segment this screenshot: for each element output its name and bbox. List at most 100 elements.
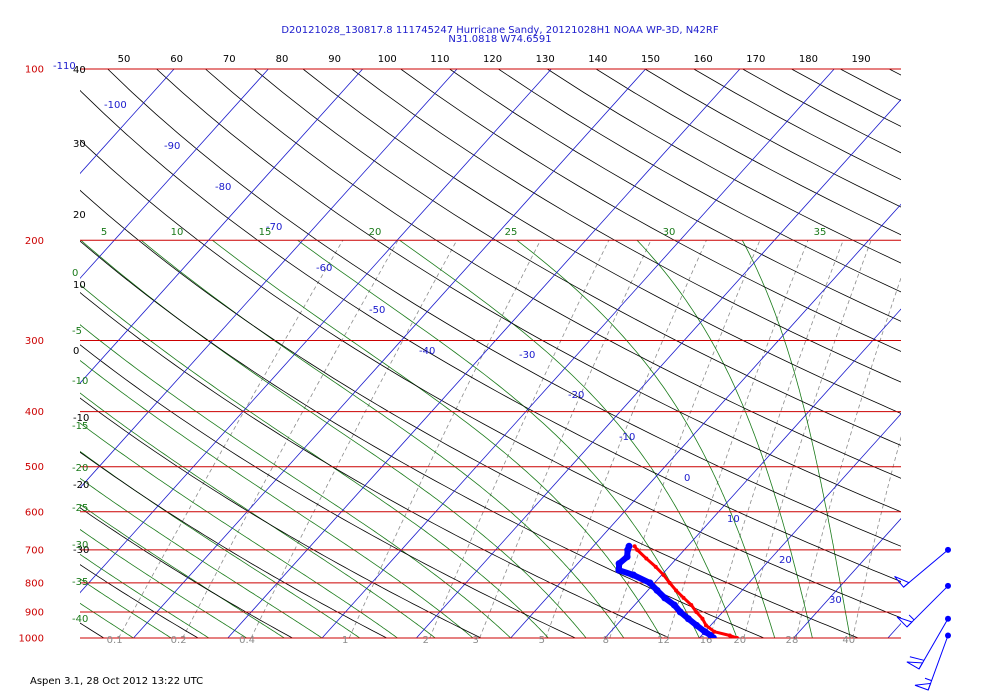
moist-adiabat-label: 15 bbox=[259, 227, 272, 238]
isotherm-label: -20 bbox=[568, 390, 584, 401]
dry-adiabat-line bbox=[351, 69, 901, 383]
moist-adiabat-line bbox=[80, 602, 134, 638]
left-green-label: -20 bbox=[72, 463, 88, 474]
mixing-ratio-label: 12 bbox=[657, 635, 670, 646]
dry-adiabat-line bbox=[80, 139, 901, 619]
mixing-ratio-label: 0.1 bbox=[107, 635, 123, 646]
left-black-label: 0 bbox=[73, 346, 79, 357]
left-green-label: -25 bbox=[72, 503, 88, 514]
dry-adiabat-line bbox=[840, 69, 901, 102]
top-axis-label: 160 bbox=[694, 54, 713, 65]
left-green-label: -5 bbox=[72, 326, 82, 337]
left-green-label: -15 bbox=[72, 421, 88, 432]
mixing-ratio-label: 3 bbox=[473, 635, 479, 646]
wind-barb bbox=[914, 632, 951, 691]
dewpoint-trace-point bbox=[629, 571, 637, 579]
top-axis-label: 170 bbox=[746, 54, 765, 65]
isotherm-label: -10 bbox=[619, 432, 635, 443]
mixing-ratio-line bbox=[852, 435, 901, 638]
moist-adiabat-line bbox=[80, 477, 323, 638]
isotherm-label: -80 bbox=[215, 182, 231, 193]
temperature-trace-point bbox=[644, 556, 649, 561]
dewpoint-trace-point bbox=[653, 586, 661, 594]
dry-adiabat-line bbox=[791, 69, 901, 127]
moist-adiabat-label: 10 bbox=[171, 227, 184, 238]
top-axis-label: 180 bbox=[799, 54, 818, 65]
isotherm-label: -60 bbox=[316, 263, 332, 274]
left-green-label: 0 bbox=[72, 268, 78, 279]
mixing-ratio-label: 16 bbox=[700, 635, 713, 646]
moist-adiabat-label: 20 bbox=[369, 227, 382, 238]
sounding-traces bbox=[615, 542, 739, 638]
temperature-trace-point bbox=[674, 588, 679, 593]
isotherm-line bbox=[133, 69, 646, 638]
isotherm-label: -90 bbox=[164, 141, 180, 152]
pressure-label: 700 bbox=[25, 545, 44, 556]
top-axis-label: 110 bbox=[430, 54, 449, 65]
dry-adiabat-line bbox=[80, 189, 859, 638]
isotherm-label: 30 bbox=[829, 595, 842, 606]
mixing-ratio-label: 28 bbox=[786, 635, 799, 646]
isotherm-line bbox=[982, 69, 1000, 638]
dry-adiabat-line bbox=[107, 69, 901, 547]
top-axis-label: 90 bbox=[328, 54, 341, 65]
moist-adiabat-label: 25 bbox=[505, 227, 518, 238]
left-black-label: -10 bbox=[73, 413, 89, 424]
temperature-trace-point bbox=[632, 544, 637, 549]
isotherms bbox=[80, 69, 1000, 638]
left-green-label: -35 bbox=[72, 577, 88, 588]
dry-adiabat-line bbox=[80, 344, 576, 638]
dewpoint-trace-point bbox=[684, 615, 692, 623]
isotherm-line bbox=[80, 69, 269, 279]
moist-adiabat-label: 30 bbox=[663, 227, 676, 238]
mixing-ratio-label: 1 bbox=[342, 635, 348, 646]
top-axis-label: 60 bbox=[170, 54, 183, 65]
mixing-ratio-label: 40 bbox=[842, 635, 855, 646]
pressure-label: 900 bbox=[25, 607, 44, 618]
mixing-ratio-line bbox=[795, 276, 901, 638]
moist-adiabats bbox=[80, 239, 851, 638]
top-axis-label: 130 bbox=[536, 54, 555, 65]
moist-adiabat-line bbox=[399, 239, 738, 638]
mixing-ratio-label: 8 bbox=[603, 635, 609, 646]
mixing-ratio-line bbox=[667, 240, 809, 638]
pressure-label: 600 bbox=[25, 507, 44, 518]
isotherm-line bbox=[793, 518, 901, 638]
left-green-label: -10 bbox=[72, 376, 88, 387]
moist-adiabat-line bbox=[141, 239, 625, 638]
mixing-ratio-line bbox=[348, 240, 541, 638]
isotherm-line bbox=[227, 69, 741, 638]
isotherm-line bbox=[604, 308, 901, 638]
pressure-label: 400 bbox=[25, 407, 44, 418]
dewpoint-trace-point bbox=[646, 579, 654, 587]
dewpoint-trace-point bbox=[676, 608, 684, 616]
isotherm-line bbox=[416, 98, 901, 638]
corner-label: -110 bbox=[53, 61, 76, 72]
left-black-label: 20 bbox=[73, 210, 86, 221]
dry-adiabat-line bbox=[449, 69, 901, 322]
temperature-trace-point bbox=[703, 623, 708, 628]
dry-adiabat-line bbox=[693, 69, 901, 181]
temperature-trace-point bbox=[635, 547, 640, 552]
dry-adiabat-line bbox=[0, 69, 10, 638]
dry-adiabat-line bbox=[595, 69, 901, 236]
isotherm-label: -100 bbox=[104, 100, 127, 111]
dry-adiabat-line bbox=[498, 69, 901, 293]
top-axis-label: 100 bbox=[378, 54, 397, 65]
chart-title-line2: N31.0818 W74.6591 bbox=[448, 34, 552, 45]
wind-barbs bbox=[894, 546, 951, 691]
dewpoint-trace-point bbox=[693, 621, 701, 629]
wind-barb bbox=[894, 546, 951, 588]
dry-adiabat-line bbox=[547, 69, 901, 264]
left-black-label: -20 bbox=[73, 480, 89, 491]
temperature-trace-point bbox=[727, 633, 732, 638]
dewpoint-trace-point bbox=[670, 601, 678, 609]
dewpoint-trace-point bbox=[623, 553, 631, 561]
isotherm-label: -30 bbox=[519, 350, 535, 361]
temperature-trace-line bbox=[633, 544, 739, 638]
temperature-trace-point bbox=[681, 595, 686, 600]
isotherm-label: -40 bbox=[419, 346, 435, 357]
isotherm-line bbox=[321, 69, 835, 638]
moist-adiabat-line bbox=[80, 422, 398, 638]
